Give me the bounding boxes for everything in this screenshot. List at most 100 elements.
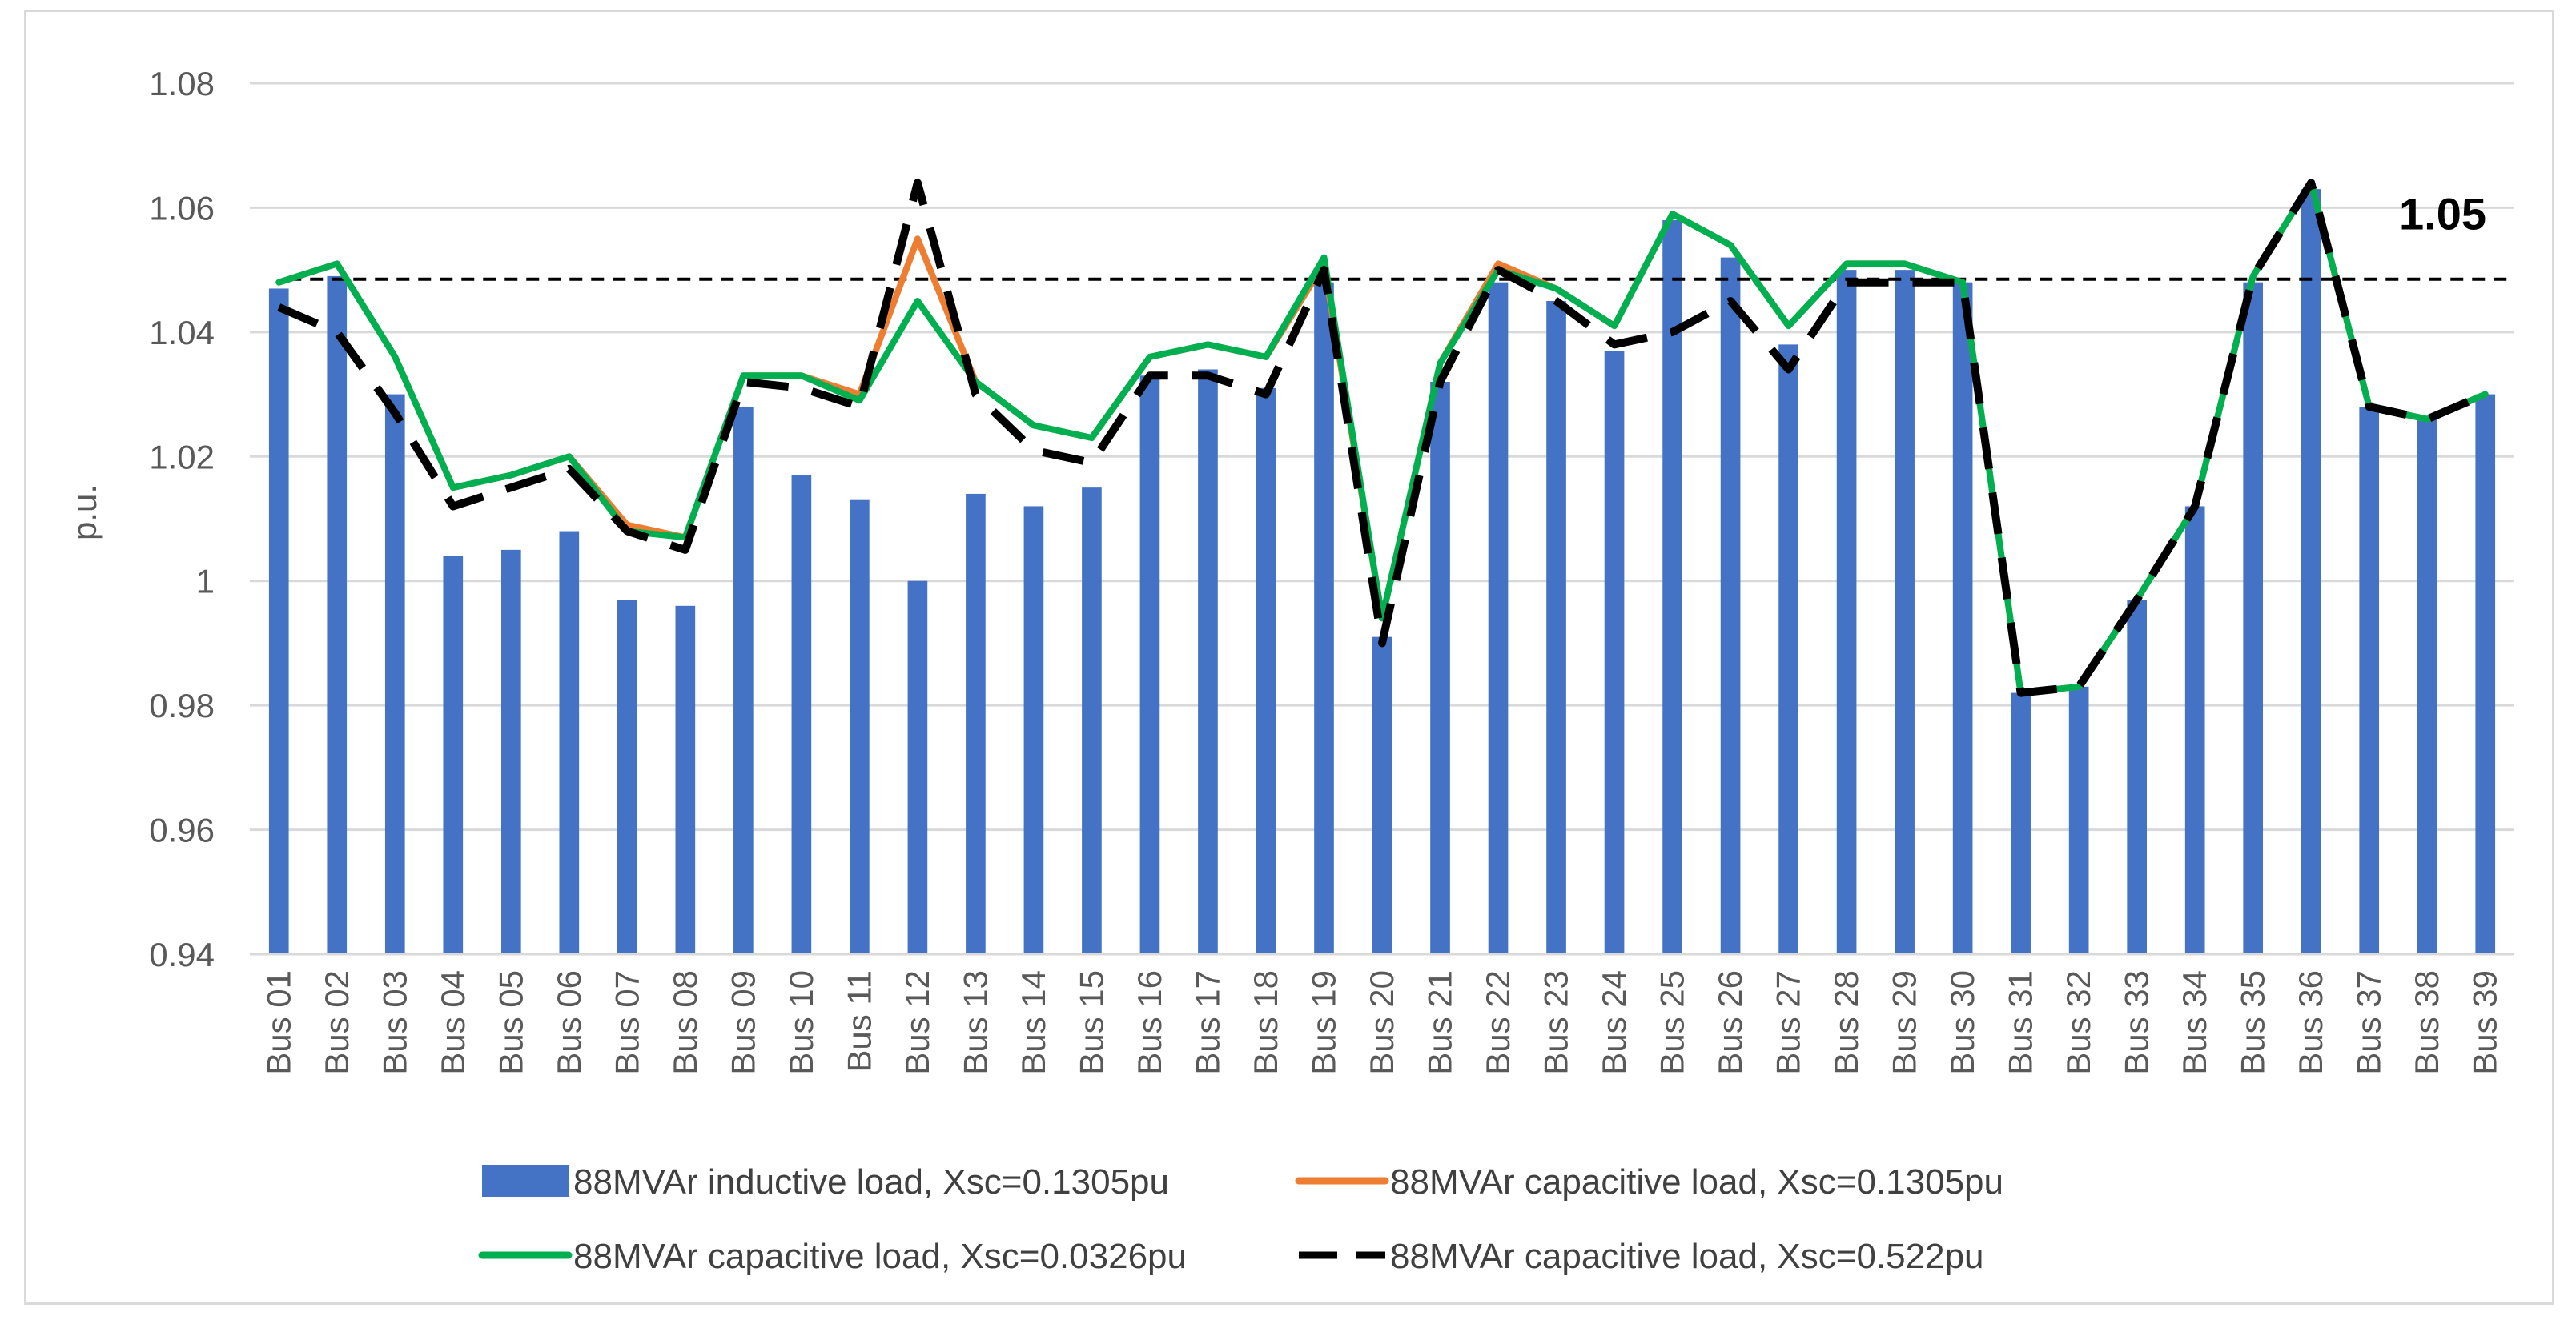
x-tick-label: Bus 19 [1304, 970, 1342, 1075]
legend-label: 88MVAr inductive load, Xsc=0.1305pu [573, 1162, 1169, 1202]
x-tick-label: Bus 17 [1188, 970, 1226, 1075]
x-tick-label: Bus 39 [2466, 970, 2504, 1075]
bar [500, 549, 521, 954]
x-tick-label: Bus 38 [2408, 970, 2445, 1075]
bar [2068, 686, 2089, 954]
legend: 88MVAr inductive load, Xsc=0.1305pu 88MVA… [478, 1162, 2003, 1276]
legend-item: 88MVAr capacitive load, Xsc=0.0326pu [478, 1237, 1187, 1276]
x-tick-label: Bus 11 [840, 970, 878, 1073]
x-tick-label: Bus 18 [1247, 970, 1284, 1075]
line-series [275, 179, 2489, 697]
bar [617, 600, 637, 954]
x-tick-label: Bus 32 [2060, 970, 2097, 1075]
bar [1082, 487, 1102, 954]
bar [2475, 394, 2496, 955]
y-axis-ticks: 0.94 0.96 0.98 1 1.02 1.04 1.06 1.08 [149, 65, 215, 973]
x-tick-label: Bus 29 [1886, 970, 1923, 1075]
bar-series [268, 189, 2496, 955]
bar [1546, 301, 1566, 954]
bar [2184, 506, 2205, 954]
bar [1023, 506, 1044, 954]
x-tick-label: Bus 25 [1654, 970, 1691, 1075]
series-line-2 [275, 179, 2489, 696]
bar [443, 556, 464, 954]
bar [1488, 282, 1509, 955]
bar [1662, 219, 1682, 954]
x-tick-label: Bus 04 [434, 970, 472, 1075]
x-tick-label: Bus 26 [1711, 970, 1749, 1075]
bar [1372, 636, 1392, 954]
bar [559, 531, 580, 954]
series-line-3 [277, 179, 2487, 697]
x-tick-label: Bus 14 [1015, 970, 1052, 1075]
bar [2127, 600, 2147, 954]
x-tick-label: Bus 27 [1770, 970, 1807, 1075]
x-tick-label: Bus 07 [608, 970, 645, 1075]
y-axis-title: p.u. [66, 484, 103, 540]
bar [675, 605, 696, 954]
bar [1198, 369, 1218, 954]
bar [1895, 270, 1915, 955]
y-tick-label: 1.06 [149, 189, 215, 227]
bar [1836, 270, 1857, 955]
x-tick-label: Bus 16 [1131, 970, 1168, 1075]
x-tick-label: Bus 12 [898, 970, 936, 1075]
bar [907, 580, 928, 954]
x-tick-label: Bus 10 [782, 970, 820, 1075]
bar [1430, 382, 1450, 954]
y-tick-label: 1.02 [149, 438, 215, 475]
x-tick-label: Bus 28 [1827, 970, 1865, 1075]
y-tick-label: 0.96 [149, 812, 215, 849]
bar [1952, 282, 1973, 955]
bar [1256, 387, 1276, 954]
legend-swatch [482, 1165, 569, 1197]
bar [1139, 375, 1160, 954]
x-tick-label: Bus 08 [666, 970, 704, 1075]
bar [268, 288, 289, 954]
bar [850, 499, 870, 954]
bar [966, 493, 986, 954]
y-tick-label: 1.08 [149, 65, 215, 102]
legend-item: 88MVAr capacitive load, Xsc=0.1305pu [1295, 1162, 2003, 1202]
bar [2301, 189, 2321, 955]
x-tick-label: Bus 15 [1072, 970, 1110, 1075]
legend-label: 88MVAr capacitive load, Xsc=0.0326pu [573, 1237, 1187, 1276]
x-tick-label: Bus 13 [956, 970, 994, 1075]
bar [1720, 257, 1741, 955]
x-tick-label: Bus 37 [2350, 970, 2388, 1075]
bar [2011, 692, 2031, 954]
y-tick-label: 0.94 [149, 936, 215, 973]
x-tick-label: Bus 02 [318, 970, 356, 1075]
reference-line-label: 1.05 [2399, 189, 2486, 239]
bar [2243, 282, 2264, 955]
y-tick-label: 0.98 [149, 687, 215, 724]
bar [1604, 351, 1625, 955]
x-tick-label: Bus 09 [724, 970, 762, 1075]
legend-label: 88MVAr capacitive load, Xsc=0.1305pu [1390, 1162, 2003, 1202]
bar [733, 407, 754, 955]
x-tick-label: Bus 05 [492, 970, 529, 1075]
x-tick-label: Bus 24 [1595, 970, 1633, 1075]
x-tick-label: Bus 30 [1943, 970, 1981, 1075]
y-tick-label: 1.04 [149, 314, 215, 351]
bar [2359, 407, 2380, 955]
bar [327, 275, 348, 954]
x-tick-label: Bus 34 [2176, 970, 2213, 1075]
chart-frame [24, 10, 2554, 1305]
bar [791, 475, 812, 954]
x-tick-label: Bus 36 [2292, 970, 2329, 1075]
y-tick-label: 1 [196, 563, 215, 600]
x-tick-label: Bus 20 [1363, 970, 1401, 1075]
legend-item: 88MVAr inductive load, Xsc=0.1305pu [482, 1162, 1169, 1202]
x-tick-label: Bus 33 [2118, 970, 2156, 1075]
bar [1314, 282, 1334, 955]
bar [384, 394, 405, 955]
x-tick-label: Bus 31 [2002, 970, 2040, 1075]
x-axis-labels: Bus 01 Bus 02 Bus 03 Bus 04 Bus 05 Bus 06 Bus … [259, 970, 2503, 1075]
legend-label: 88MVAr capacitive load, Xsc=0.522pu [1390, 1237, 1984, 1276]
bar [1778, 344, 1798, 954]
legend-item: 88MVAr capacitive load, Xsc=0.522pu [1299, 1237, 1984, 1276]
x-tick-label: Bus 06 [550, 970, 588, 1075]
x-tick-label: Bus 23 [1537, 970, 1575, 1075]
